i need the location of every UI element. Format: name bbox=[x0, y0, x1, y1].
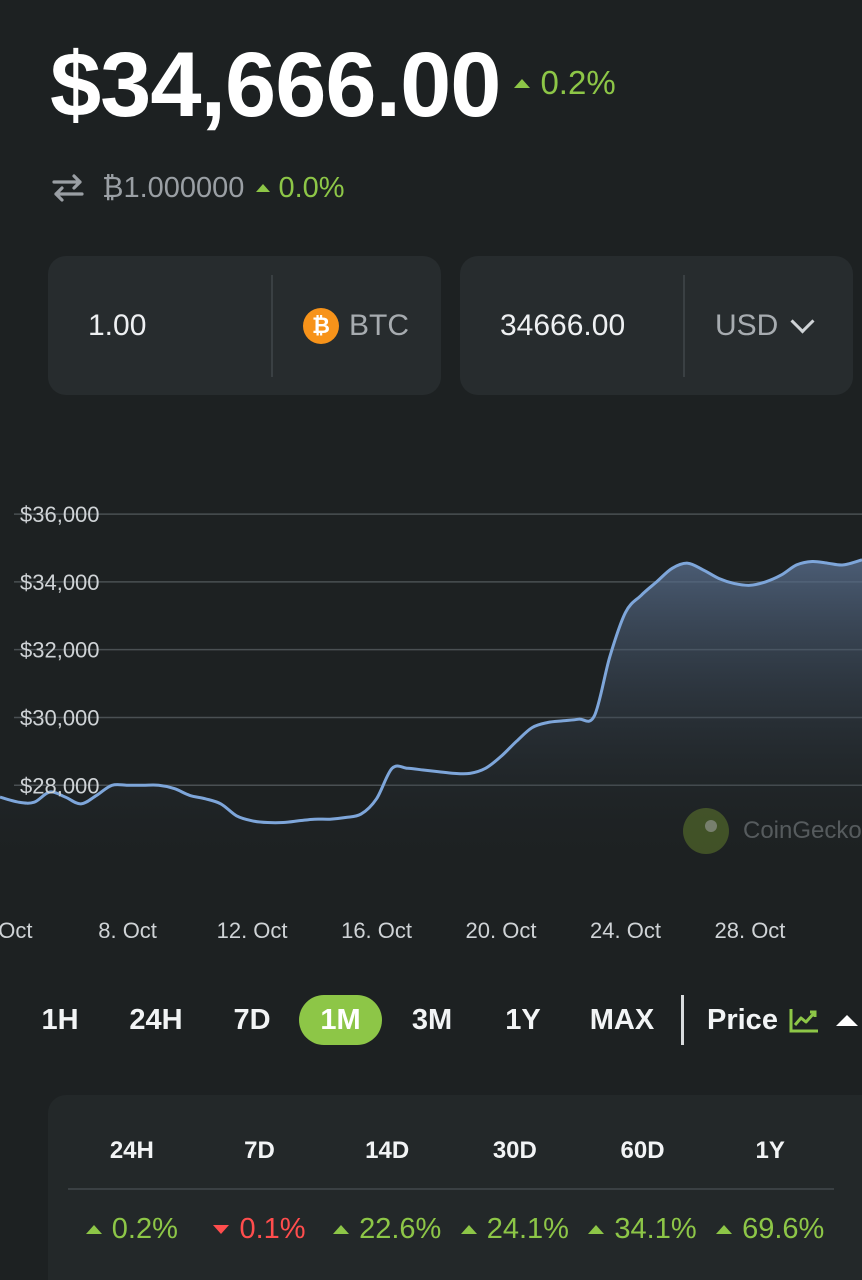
perf-1y-value: 69.6% bbox=[742, 1213, 825, 1245]
y-axis-tick-label: $32,000 bbox=[20, 638, 100, 663]
y-axis-tick-label: $36,000 bbox=[20, 502, 100, 527]
down-arrow-icon bbox=[213, 1225, 230, 1234]
performance-table: 24H 7D 14D 30D 60D 1Y 0.2% 0.1% 22.6% 24… bbox=[48, 1095, 862, 1280]
chevron-down-icon bbox=[790, 309, 815, 334]
x-axis-tick-label: 16. Oct bbox=[341, 918, 412, 943]
x-axis-tick-label: 20. Oct bbox=[466, 918, 537, 943]
perf-30d: 24.1% bbox=[451, 1213, 579, 1246]
up-arrow-icon bbox=[85, 1225, 102, 1234]
price-change-percent: 0.2% bbox=[540, 64, 616, 101]
up-arrow-icon bbox=[588, 1225, 605, 1234]
range-1y-button[interactable]: 1Y bbox=[505, 1004, 541, 1036]
coingecko-watermark: CoinGecko bbox=[683, 808, 862, 854]
price-toggle-label: Price bbox=[707, 1003, 778, 1036]
range-divider bbox=[681, 995, 684, 1045]
price-chart[interactable]: $36,000 $34,000 $32,000 $30,000 $28,000 4. O… bbox=[0, 470, 862, 960]
range-7d-button[interactable]: 7D bbox=[233, 1004, 271, 1036]
y-axis-tick-label: $34,000 bbox=[20, 570, 100, 595]
x-axis-tick-label: 24. Oct bbox=[590, 918, 661, 943]
to-currency-select[interactable]: USD bbox=[685, 309, 853, 343]
to-amount-input[interactable]: 34666.00 bbox=[500, 308, 626, 342]
range-1h-button[interactable]: 1H bbox=[41, 1004, 79, 1036]
range-3m-button[interactable]: 3M bbox=[411, 1004, 453, 1036]
caret-up-icon bbox=[835, 1014, 858, 1026]
header-30d: 30D bbox=[492, 1137, 537, 1164]
header-14d: 14D bbox=[365, 1137, 410, 1164]
to-currency-label: USD bbox=[715, 308, 779, 342]
header-60d: 60D bbox=[620, 1137, 665, 1164]
to-converter: 34666.00 USD bbox=[460, 256, 853, 395]
x-axis-tick-label: 28. Oct bbox=[715, 918, 786, 943]
coingecko-logo-icon bbox=[683, 808, 729, 854]
up-arrow-icon bbox=[256, 184, 271, 192]
x-axis-tick-label: 8. Oct bbox=[98, 918, 157, 943]
x-axis-tick-label: 4. Oct bbox=[0, 918, 32, 943]
up-arrow-icon bbox=[716, 1225, 733, 1234]
btc-change-percent: 0.0% bbox=[278, 171, 345, 204]
perf-60d: 34.1% bbox=[579, 1213, 707, 1246]
perf-1y: 69.6% bbox=[706, 1213, 834, 1246]
perf-7d: 0.1% bbox=[196, 1213, 324, 1246]
from-converter: 1.00 ₿ BTC bbox=[48, 256, 441, 395]
range-24h-button[interactable]: 24H bbox=[129, 1004, 183, 1036]
converter-divider bbox=[271, 274, 273, 377]
watermark-label: CoinGecko bbox=[743, 817, 862, 844]
perf-14d-value: 22.6% bbox=[359, 1213, 442, 1245]
up-arrow-icon bbox=[514, 78, 531, 88]
from-currency-label: BTC bbox=[349, 308, 409, 342]
up-arrow-icon bbox=[460, 1225, 477, 1234]
performance-values-row: 0.2% 0.1% 22.6% 24.1% 34.1% 69.6% bbox=[68, 1213, 834, 1246]
price-change: 0.2% bbox=[514, 64, 616, 102]
time-range-selector: 1H 24H 7D 1M 3M 1Y MAX Price bbox=[0, 995, 862, 1049]
header-24h: 24H bbox=[109, 1137, 154, 1164]
bitcoin-icon: ₿ bbox=[303, 307, 339, 344]
price-toggle-button[interactable]: Price bbox=[707, 995, 858, 1045]
price-header: $34,666.00 0.2% bbox=[50, 30, 616, 140]
perf-24h: 0.2% bbox=[68, 1213, 196, 1246]
current-price: $34,666.00 bbox=[50, 34, 501, 136]
perf-24h-value: 0.2% bbox=[111, 1213, 178, 1245]
performance-divider bbox=[68, 1188, 834, 1190]
price-line bbox=[0, 558, 862, 825]
line-chart-icon bbox=[789, 1009, 818, 1033]
header-1y: 1Y bbox=[755, 1137, 785, 1164]
perf-30d-value: 24.1% bbox=[486, 1213, 569, 1245]
range-max-button[interactable]: MAX bbox=[589, 1004, 655, 1036]
y-axis-tick-label: $28,000 bbox=[20, 773, 100, 798]
range-1m-button[interactable]: 1M bbox=[299, 995, 382, 1045]
btc-price-value: ₿1.000000 bbox=[102, 171, 245, 204]
btc-conversion-row: ₿1.000000 0.0% bbox=[50, 170, 345, 206]
performance-header-row: 24H 7D 14D 30D 60D 1Y bbox=[68, 1137, 834, 1165]
from-currency: ₿ BTC bbox=[273, 307, 441, 344]
perf-7d-value: 0.1% bbox=[239, 1213, 306, 1245]
up-arrow-icon bbox=[333, 1225, 350, 1234]
converter-divider bbox=[683, 274, 685, 377]
y-axis-tick-label: $30,000 bbox=[20, 705, 100, 730]
header-7d: 7D bbox=[244, 1137, 275, 1164]
price-area-fill bbox=[0, 559, 862, 870]
swap-arrows-icon[interactable] bbox=[50, 170, 86, 206]
from-amount-input[interactable]: 1.00 bbox=[88, 308, 147, 342]
perf-14d: 22.6% bbox=[323, 1213, 451, 1246]
x-axis-tick-label: 12. Oct bbox=[217, 918, 288, 943]
perf-60d-value: 34.1% bbox=[614, 1213, 697, 1245]
